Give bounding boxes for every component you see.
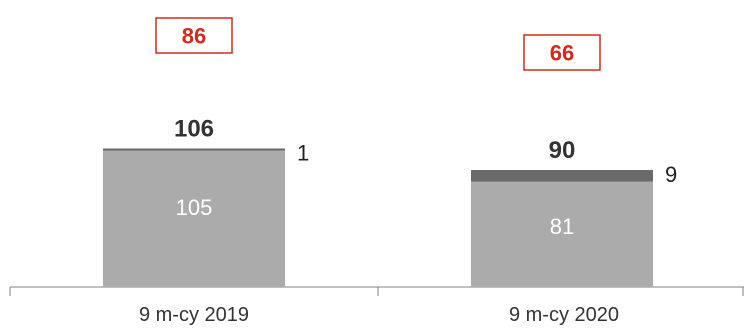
data-label-upper: 9 (665, 162, 677, 187)
x-tick-label: 9 m-cy 2020 (509, 304, 619, 326)
chart-marks: 105 1 106 86 9 m-cy 2019 81 9 90 66 9 m-cy 2020 (10, 18, 744, 326)
total-label: 106 (174, 116, 214, 143)
bar-segment-upper (103, 149, 285, 151)
x-tick-label: 9 m-cy 2019 (139, 304, 249, 326)
total-label: 90 (549, 137, 576, 164)
data-label-lower: 81 (550, 214, 574, 239)
highlight-value: 86 (182, 24, 206, 49)
data-label-upper: 1 (297, 141, 309, 166)
highlight-value: 66 (550, 41, 574, 66)
bar-segment-upper (471, 170, 653, 182)
data-label-lower: 105 (176, 195, 213, 220)
